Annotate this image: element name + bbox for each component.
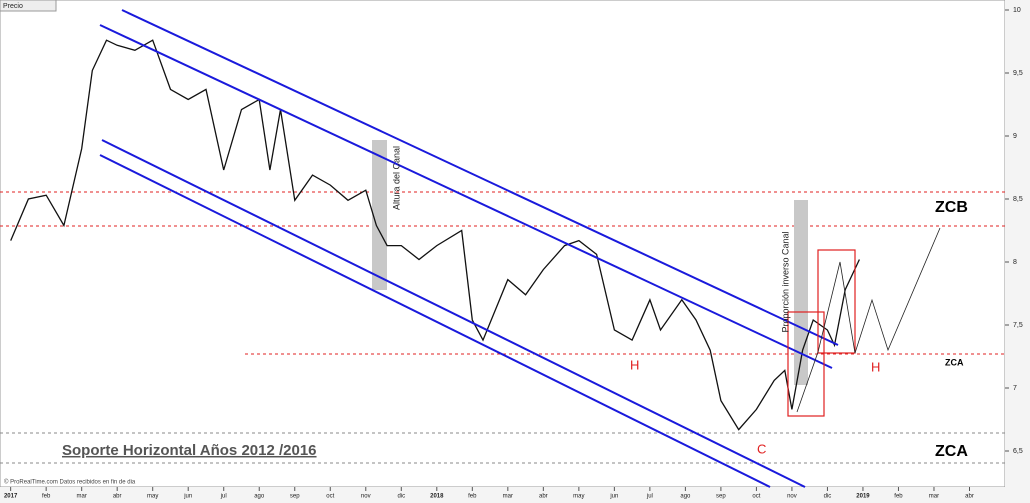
x-tick-label: jul <box>646 494 653 500</box>
x-tick-label: abr <box>113 494 122 500</box>
footer: © ProRealTime.com Datos recibidos en fin… <box>4 479 136 486</box>
annotation: Altura del Canal <box>391 146 401 210</box>
x-tick-label: abr <box>539 494 548 500</box>
annotation: ZCA <box>935 443 968 460</box>
y-tick-label: 9 <box>1013 133 1017 140</box>
channel-line <box>101 139 806 488</box>
y-tick-label: 8 <box>1013 259 1017 266</box>
channel-line <box>121 9 839 346</box>
pattern-box <box>817 249 856 354</box>
x-tick-label: dic <box>397 494 405 500</box>
x-tick-label: 2019 <box>856 494 870 500</box>
x-tick-label: ago <box>680 494 691 500</box>
x-tick-label: mar <box>929 494 939 500</box>
x-tick-label: ago <box>254 494 265 500</box>
x-tick-label: sep <box>716 494 726 500</box>
x-tick-label: abr <box>965 494 974 500</box>
x-tick-label: jun <box>183 494 192 500</box>
y-tick-label: 10 <box>1013 7 1021 14</box>
y-tick-label: 8,5 <box>1013 196 1023 203</box>
channel-line <box>99 154 771 488</box>
projection-line <box>796 227 941 413</box>
x-tick-label: mar <box>503 494 513 500</box>
pattern-box <box>787 311 825 417</box>
x-tick-label: mar <box>77 494 87 500</box>
y-tick-label: 9,5 <box>1013 70 1023 77</box>
annotation: H <box>871 359 880 374</box>
x-tick-label: oct <box>326 494 334 500</box>
grid <box>10 9 1009 491</box>
x-tick-label: 2017 <box>4 494 18 500</box>
annotation: Proporción inverso Canal <box>780 231 790 332</box>
x-tick-label: may <box>573 494 584 500</box>
y-tick-label: 7,5 <box>1013 322 1023 329</box>
plot-area <box>0 0 1006 488</box>
price-label: Precio <box>3 3 23 10</box>
annotation: ZCB <box>935 199 968 216</box>
x-axis-panel <box>0 487 1005 503</box>
y-tick-label: 7 <box>1013 385 1017 392</box>
x-tick-label: nov <box>787 494 797 500</box>
annotation: ZCA <box>945 357 964 367</box>
channel-height-bar <box>794 200 808 385</box>
x-tick-label: nov <box>361 494 371 500</box>
label-box <box>0 0 57 12</box>
x-tick-label: feb <box>468 494 477 500</box>
annotation: Soporte Horizontal Años 2012 /2016 <box>62 442 317 459</box>
x-tick-label: feb <box>894 494 903 500</box>
series-group <box>10 39 860 431</box>
channel-height-bar <box>372 140 387 290</box>
x-tick-label: jul <box>220 494 227 500</box>
y-tick-label: 6,5 <box>1013 448 1023 455</box>
x-tick-label: feb <box>42 494 51 500</box>
channel-line <box>99 24 833 369</box>
x-tick-label: oct <box>752 494 760 500</box>
x-tick-label: jun <box>609 494 618 500</box>
x-tick-label: dic <box>824 494 832 500</box>
x-tick-label: sep <box>290 494 300 500</box>
annotation: H <box>630 357 639 372</box>
price-line <box>10 39 860 431</box>
annotation: C <box>757 441 766 456</box>
x-tick-label: 2018 <box>430 494 444 500</box>
y-axis-panel <box>1005 0 1030 503</box>
x-tick-label: may <box>147 494 158 500</box>
